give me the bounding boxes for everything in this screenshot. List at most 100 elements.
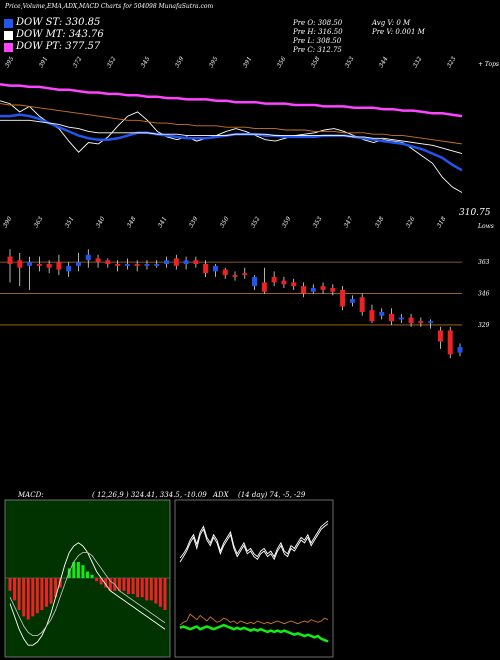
top-tick-label: 353	[344, 55, 356, 69]
macd-histogram-bar	[122, 578, 126, 591]
adx-series-line	[179, 520, 329, 559]
candle-body	[418, 321, 424, 324]
adx-series-line	[179, 523, 329, 563]
stat-item: Pre C: 312.75	[293, 46, 342, 54]
candle-body	[115, 264, 121, 266]
macd-histogram-bar	[163, 578, 167, 610]
top-tick-label: 395	[208, 55, 220, 69]
macd-histogram-bar	[8, 578, 12, 591]
macd-title: MACD:	[17, 491, 44, 499]
ema-series-line	[0, 113, 463, 172]
top-tick-label: 352	[106, 55, 118, 69]
legend-swatch	[4, 43, 13, 52]
macd-histogram-bar	[149, 578, 153, 601]
macd-histogram-bar	[154, 578, 158, 604]
macd-histogram-bar	[13, 578, 17, 601]
macd-histogram-bar	[35, 578, 39, 614]
candle-body	[398, 317, 404, 320]
stat-item: Avg V: 0 M	[372, 19, 411, 27]
macd-histogram-bar	[127, 578, 131, 594]
bottom-tick-label: 348	[126, 215, 138, 229]
macd-histogram-bar	[95, 578, 99, 582]
candle-body	[56, 262, 62, 270]
candle-body	[66, 265, 72, 272]
macd-histogram-bar	[104, 578, 108, 588]
top-tick-label: 323	[446, 55, 458, 69]
bottom-tick-label: 347	[343, 215, 355, 229]
adx-title: ADX	[212, 491, 230, 499]
last-price-label: 310.75	[459, 208, 491, 218]
bottom-tick-label: 390	[2, 215, 14, 229]
macd-histogram-bar	[40, 578, 44, 610]
candle-body	[369, 310, 375, 322]
candle-body	[310, 288, 316, 292]
top-tick-label: 359	[174, 55, 186, 69]
macd-histogram-bar	[145, 578, 149, 601]
top-tick-label: 344	[378, 55, 390, 69]
candle-body	[75, 262, 81, 266]
macd-histogram-bar	[117, 578, 121, 591]
candle-body	[183, 260, 189, 264]
adx-series-line	[179, 613, 329, 626]
adx-params: (14 day) 74, -5, -29	[238, 491, 306, 499]
top-tick-label: 372	[72, 55, 84, 69]
bottom-tick-label: 326	[405, 215, 417, 229]
adx-series-line	[179, 623, 329, 643]
candle-body	[193, 260, 199, 264]
macd-histogram-bar	[49, 578, 53, 604]
candle-body	[144, 264, 150, 266]
macd-histogram-bar	[81, 565, 85, 578]
top-tick-label: 391	[242, 56, 254, 69]
candle-body	[408, 317, 414, 324]
stat-item: Pre L: 308.50	[293, 37, 342, 45]
candle-body	[232, 275, 238, 277]
lows-label: Lows	[477, 223, 494, 230]
candle-body	[359, 297, 365, 312]
macd-histogram-bar	[99, 578, 103, 585]
legend-label: DOW PT: 377.57	[16, 41, 101, 52]
candle-body	[105, 260, 111, 264]
candle-body	[252, 276, 258, 287]
level-label: 363	[478, 259, 490, 266]
bottom-tick-label: 363	[33, 215, 45, 229]
candle-body	[173, 258, 179, 266]
candle-body	[457, 347, 463, 353]
stat-item: Pre V: 0.001 M	[372, 28, 425, 36]
top-tick-label: 345	[140, 55, 152, 69]
candle-body	[85, 254, 91, 261]
macd-histogram-bar	[72, 562, 76, 578]
candle-body	[17, 260, 23, 268]
candle-body	[203, 264, 209, 274]
top-tick-label: 358	[310, 55, 322, 69]
candle-body	[261, 282, 267, 292]
ema-series-line	[0, 103, 463, 145]
macd-histogram-bar	[136, 578, 140, 598]
candle-body	[134, 264, 140, 266]
legend-swatch	[4, 31, 13, 40]
bottom-tick-label: 339	[188, 215, 200, 229]
candle-body	[349, 299, 355, 303]
candle-body	[154, 264, 160, 266]
chart-title: Price,Volume,EMA,ADX,MACD Charts for 504…	[5, 3, 214, 10]
bottom-tick-label: 353	[312, 215, 324, 229]
bottom-tick-label: 318	[436, 215, 448, 229]
ema-series-line	[0, 119, 463, 155]
legend-label: DOW ST: 330.85	[16, 17, 101, 28]
bottom-tick-label: 352	[250, 215, 262, 229]
candle-body	[7, 256, 13, 264]
candle-body	[271, 276, 277, 283]
bottom-tick-label: 359	[281, 215, 293, 229]
bottom-tick-label: 340	[95, 215, 107, 229]
top-tick-label: 395	[4, 55, 16, 69]
bottom-tick-label: 350	[219, 215, 231, 229]
bottom-tick-label: 351	[64, 216, 76, 229]
candle-body	[300, 286, 306, 294]
candle-body	[46, 264, 52, 268]
candle-body	[95, 258, 101, 263]
candle-body	[340, 289, 346, 307]
candle-body	[36, 264, 42, 266]
macd-histogram-bar	[22, 578, 26, 617]
candle-body	[437, 330, 443, 342]
macd-histogram-bar	[108, 578, 112, 591]
